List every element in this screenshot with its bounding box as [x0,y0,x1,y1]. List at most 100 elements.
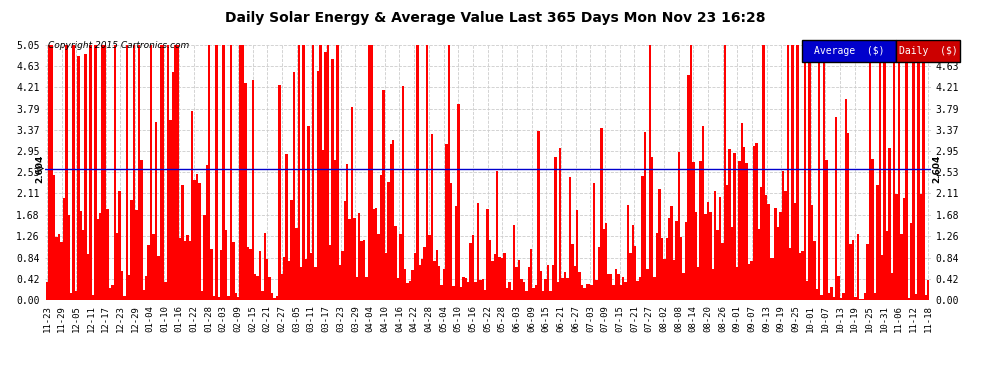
Bar [242,45,245,300]
Bar [918,45,920,300]
Bar [94,45,97,300]
Bar [387,182,389,300]
Bar [145,276,148,300]
Bar [501,258,503,300]
Bar [489,240,491,300]
Bar [474,282,476,300]
Bar [651,157,653,300]
Bar [861,299,864,300]
Bar [276,296,278,300]
Bar [709,211,712,300]
Bar [237,297,240,300]
Bar [462,276,464,300]
Bar [174,45,176,300]
Bar [166,45,169,300]
Bar [320,45,322,300]
Bar [89,45,92,300]
Bar [305,259,307,300]
Bar [630,254,632,300]
Bar [637,281,639,300]
Bar [392,141,394,300]
Bar [370,45,372,300]
Bar [586,284,588,300]
Bar [528,267,530,300]
Bar [627,205,630,300]
Bar [543,291,545,300]
Bar [685,222,687,300]
Bar [530,249,533,300]
Bar [213,296,215,300]
Text: 2.604: 2.604 [36,154,45,183]
Bar [230,45,233,300]
Bar [382,90,385,300]
Bar [910,224,913,300]
Bar [491,261,494,300]
Bar [576,210,578,300]
Bar [372,209,375,300]
Bar [49,45,50,300]
Bar [114,45,116,300]
Bar [714,191,717,300]
Bar [796,45,799,300]
Bar [615,269,617,300]
Bar [632,225,634,300]
Bar [472,235,474,300]
Bar [712,269,714,300]
Bar [138,45,141,300]
Bar [922,45,925,300]
Bar [337,45,339,300]
Bar [240,45,242,300]
Bar [254,274,256,300]
Bar [77,56,79,300]
Bar [745,163,747,300]
Bar [479,280,481,300]
Bar [881,255,883,300]
Bar [196,174,198,300]
Bar [79,211,82,300]
Bar [198,183,201,300]
Bar [256,276,258,300]
Bar [903,198,905,300]
Bar [164,282,166,300]
Bar [247,247,249,300]
Bar [159,45,162,300]
Bar [169,120,171,300]
Bar [913,45,915,300]
Bar [833,297,835,300]
Bar [404,269,407,300]
Bar [385,253,387,300]
Bar [424,247,426,300]
Bar [588,284,590,300]
Bar [324,52,327,300]
Bar [511,290,513,300]
Bar [334,160,337,300]
Bar [702,126,704,300]
Bar [402,86,404,300]
Bar [663,259,665,300]
Bar [261,291,263,300]
Bar [332,59,334,300]
Bar [707,202,709,300]
Bar [891,273,893,300]
Bar [525,291,528,300]
Bar [443,269,446,300]
Bar [556,282,559,300]
Bar [215,45,218,300]
Bar [397,278,399,300]
Bar [612,285,615,300]
Bar [835,117,838,300]
Bar [544,279,546,300]
Bar [518,260,521,300]
Bar [365,277,367,300]
Bar [823,45,826,300]
Bar [811,205,813,300]
Bar [464,278,467,300]
Bar [508,282,511,300]
Bar [625,282,627,300]
Bar [856,234,859,300]
Bar [119,191,121,300]
Bar [419,266,421,300]
Bar [72,45,75,300]
Bar [87,254,89,300]
Bar [695,212,697,300]
